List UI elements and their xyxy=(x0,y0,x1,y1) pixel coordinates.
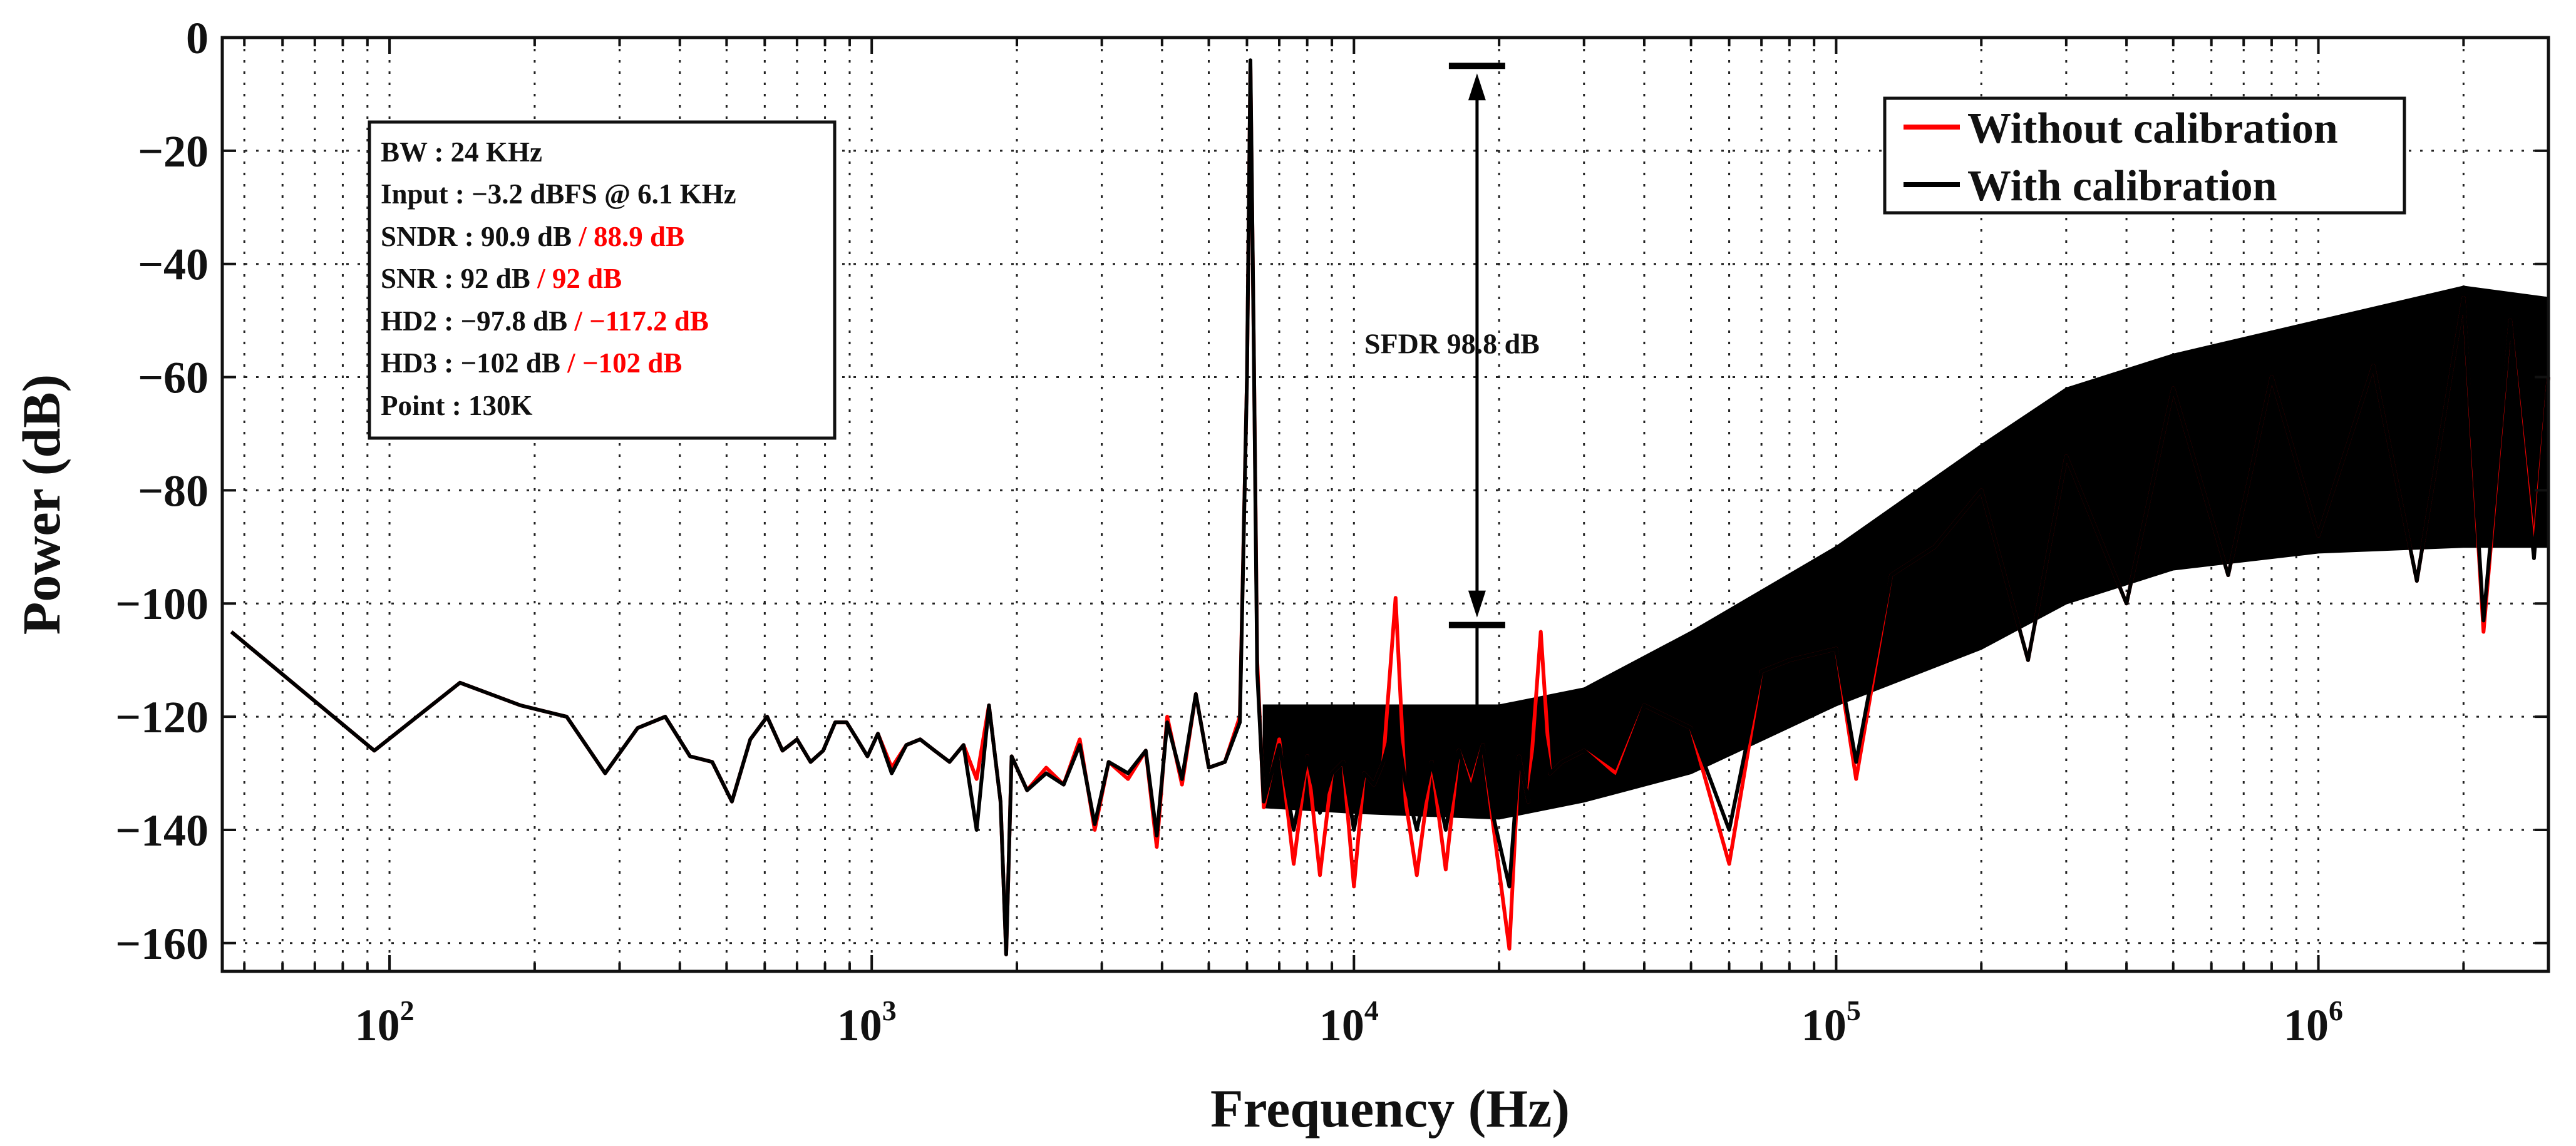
x-axis-title: Frequency (Hz) xyxy=(1210,1078,1570,1138)
plot-frame xyxy=(220,36,2550,973)
info-line-input: Input : −3.2 dBFS @ 6.1 KHz xyxy=(381,178,736,210)
y-tick-label: −100 xyxy=(115,579,209,629)
info-box: BW : 24 KHz Input : −3.2 dBFS @ 6.1 KHz … xyxy=(368,120,837,440)
y-tick-label: −40 xyxy=(138,240,209,290)
y-tick-label: −160 xyxy=(115,919,209,969)
info-line-sndr: SNDR : 90.9 dB / 88.9 dB xyxy=(381,221,684,252)
series-layer xyxy=(230,58,2550,956)
x-tick-label: 102 xyxy=(355,995,415,1050)
y-tick-label: −20 xyxy=(138,126,209,177)
y-tick-label: 0 xyxy=(186,13,209,63)
sfdr-annotation xyxy=(1448,63,1505,729)
info-line-snr: SNR : 92 dB / 92 dB xyxy=(381,263,622,294)
x-tick-label: 103 xyxy=(837,995,897,1050)
info-line-bw: BW : 24 KHz xyxy=(381,136,542,168)
x-tick-label: 105 xyxy=(1801,995,1861,1050)
sfdr-label: SFDR 98.8 dB xyxy=(1364,327,1540,359)
y-tick-label: −120 xyxy=(115,692,209,742)
legend: Without calibration With calibration xyxy=(1883,96,2406,215)
x-tick-label: 106 xyxy=(2284,995,2343,1050)
info-box-frame xyxy=(368,120,837,440)
y-tick-label: −60 xyxy=(138,353,209,403)
x-tick-label: 104 xyxy=(1319,995,1379,1050)
series-line-with-calibration xyxy=(230,58,2550,956)
y-tick-labels: 0 −20 −40 −60 −80 −100 −120 −140 −160 xyxy=(115,13,209,969)
info-line-hd3: HD3 : −102 dB / −102 dB xyxy=(381,347,682,379)
info-line-points: Point : 130K xyxy=(381,390,533,421)
info-line-hd2: HD2 : −97.8 dB / −117.2 dB xyxy=(381,305,709,337)
y-tick-label: −80 xyxy=(138,466,209,516)
x-tick-labels: 102 103 104 105 106 xyxy=(355,995,2343,1050)
legend-label-without-calibration: Without calibration xyxy=(1967,105,2338,153)
legend-frame xyxy=(1883,96,2406,215)
legend-label-with-calibration: With calibration xyxy=(1967,162,2277,210)
sfdr-arrow-up xyxy=(1468,73,1486,101)
axis-ticks xyxy=(222,36,2550,971)
y-tick-label: −140 xyxy=(115,806,209,856)
y-axis-title: Power (dB) xyxy=(11,374,71,635)
sfdr-arrow-down xyxy=(1468,590,1486,618)
